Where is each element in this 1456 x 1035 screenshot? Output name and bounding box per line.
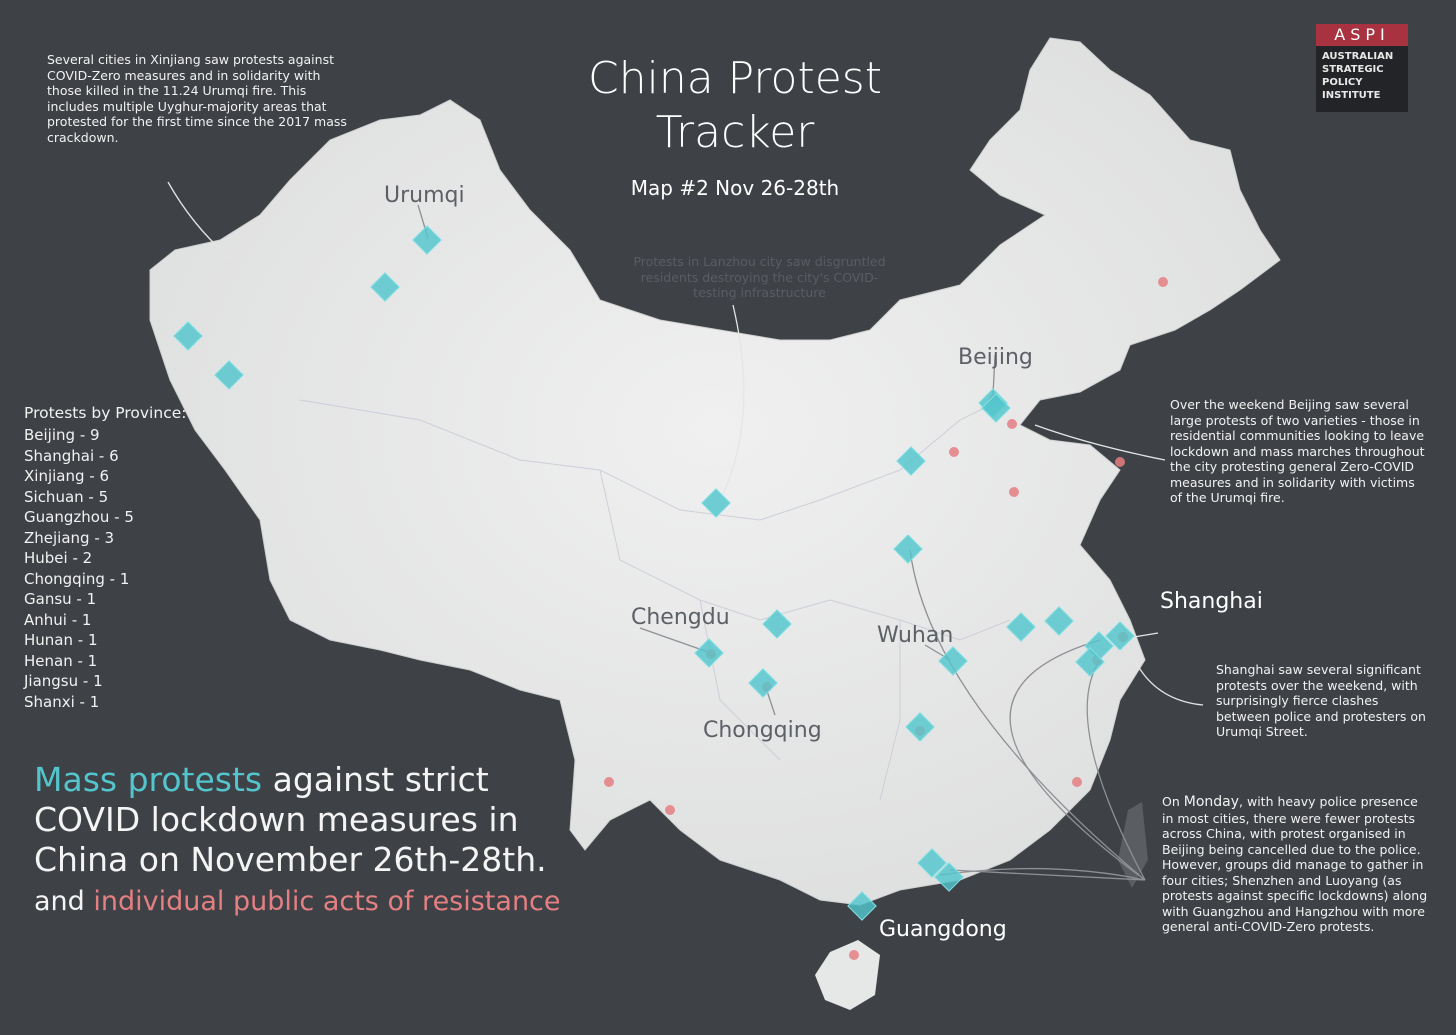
xinjiang-annotation: Several cities in Xinjiang saw protests … [47,52,347,145]
city-label-guangdong: Guangdong [879,917,1007,942]
diamond-marker-icon [934,862,964,892]
diamond-marker-icon [694,638,724,668]
dot-marker-icon [665,805,675,815]
dot-marker-icon [949,447,959,457]
hainan-island [815,940,880,1010]
province-list: Beijing - 9 Shanghai - 6 Xinjiang - 6 Si… [24,425,134,712]
beijing-annotation: Over the weekend Beijing saw several lar… [1170,397,1425,505]
logo-name: AUSTRALIAN STRATEGIC POLICY INSTITUTE [1316,46,1408,106]
province-borders [299,399,1011,801]
title-line-2: Tracker [655,107,815,158]
resistance-prefix: and [34,886,94,917]
province-item: Zhejiang - 3 [24,528,115,547]
resistance-highlight: individual public acts of resistance [93,886,561,917]
city-label-wuhan: Wuhan [877,623,954,648]
logo-line: INSTITUTE [1322,90,1381,101]
logo-line: AUSTRALIAN [1322,51,1394,62]
diamond-marker-icon [938,646,968,676]
diamond-marker-icon [981,393,1011,423]
diamond-marker-icon [1006,612,1036,642]
title-line-1: China Protest [588,53,882,104]
protest-diamonds [173,225,1135,921]
city-label-urumqi: Urumqi [384,183,465,208]
diamond-marker-icon [1044,606,1074,636]
diamond-marker-icon [917,848,947,878]
map-subtitle: Map #2 Nov 26-28th [630,176,840,200]
dot-marker-icon [604,777,614,787]
logo-line: POLICY [1322,77,1363,88]
diamond-marker-icon [762,609,792,639]
monday-rest: , with heavy police presence in most cit… [1162,794,1428,934]
province-item: Henan - 1 [24,651,98,670]
province-item: Jiangsu - 1 [24,672,103,690]
diamond-marker-icon [370,272,400,302]
dot-marker-icon [1115,457,1125,467]
province-list-title: Protests by Province: [24,404,187,422]
diamond-marker-icon [1075,647,1105,677]
dot-marker-icon [1007,419,1017,429]
monday-annotation: On Monday, with heavy police presence in… [1162,794,1430,935]
dot-marker-icon [849,950,859,960]
diamond-marker-icon [214,360,244,390]
city-label-beijing: Beijing [958,345,1033,370]
leader-lines [167,181,1204,706]
map-title: China Protest Tracker [560,52,910,160]
aspi-logo: ASPI AUSTRALIAN STRATEGIC POLICY INSTITU… [1316,24,1408,112]
province-item: Shanxi - 1 [24,692,100,711]
shanghai-annotation: Shanghai saw several significant protest… [1216,662,1426,739]
city-label-chongqing: Chongqing [703,718,822,743]
province-item: Hubei - 2 [24,549,93,567]
city-label-chengdu: Chengdu [631,605,730,630]
headline: Mass protests against strict COVID lockd… [34,760,594,922]
diamond-marker-icon [701,488,731,518]
diamond-marker-icon [173,321,203,351]
diamond-marker-icon [893,534,923,564]
province-item: Sichuan - 5 [24,487,109,506]
monday-prefix: On [1162,794,1184,809]
province-item: Chongqing - 1 [24,569,130,588]
province-item: Hunan - 1 [24,631,98,649]
monday-day: Monday [1183,794,1240,810]
logo-line: STRATEGIC [1322,64,1384,75]
province-item: Anhui - 1 [24,610,92,629]
diamond-marker-icon [905,712,935,742]
dot-marker-icon [1158,277,1168,287]
diamond-marker-icon [1105,621,1135,651]
province-item: Beijing - 9 [24,426,100,444]
logo-acronym: ASPI [1316,24,1408,46]
dot-marker-icon [1072,777,1082,787]
province-item: Guangzhou - 5 [24,508,134,526]
resistance-line: and individual public acts of resistance [34,882,594,922]
province-item: Shanghai - 6 [24,446,119,465]
province-item: Xinjiang - 6 [24,467,109,485]
china-mainland [149,37,1281,906]
diamond-marker-icon [896,446,926,476]
province-item: Gansu - 1 [24,590,97,608]
lanzhou-annotation: Protests in Lanzhou city saw disgruntled… [633,254,886,300]
taiwan-island [1118,802,1148,888]
diamond-marker-icon [847,891,877,921]
headline-rest: against strict COVID lockdown measures i… [34,760,547,879]
diamond-marker-icon [748,668,778,698]
city-label-shanghai: Shanghai [1160,589,1263,614]
diamond-marker-icon [412,225,442,255]
dot-marker-icon [1009,487,1019,497]
headline-highlight: Mass protests [34,760,263,799]
